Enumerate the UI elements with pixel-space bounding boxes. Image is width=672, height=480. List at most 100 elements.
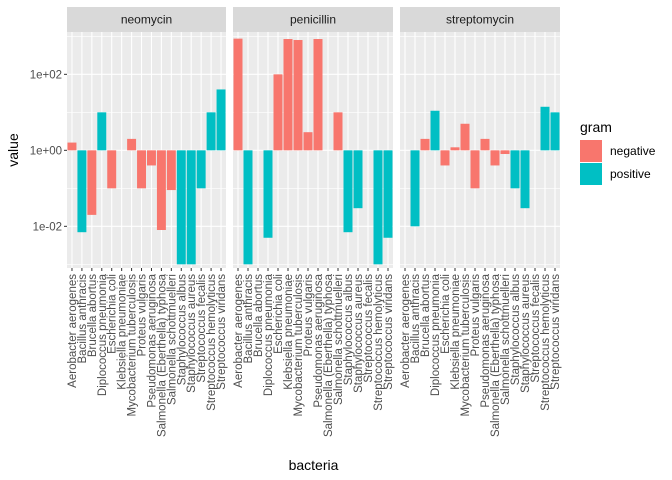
x-tick-label: Streptococcus fecalis: [196, 274, 208, 383]
bar-neomycin-2: [87, 150, 97, 215]
bar-neomycin-7: [137, 150, 147, 189]
bar-penicillin-6: [293, 40, 303, 151]
facet-strip-label: penicillin: [290, 13, 336, 27]
bar-penicillin-4: [273, 74, 283, 151]
bar-streptomycin-5: [450, 147, 460, 151]
x-tick-label: Streptococcus viridans: [383, 274, 395, 390]
x-tick-label: Streptococcus hemolyticus: [540, 274, 552, 411]
bar-penicillin-15: [383, 150, 393, 238]
bar-neomycin-4: [107, 150, 117, 189]
x-tick-label: Salmonella schottmuelleri: [500, 274, 512, 405]
legend-key-negative: [580, 140, 602, 162]
bar-penicillin-7: [303, 132, 313, 151]
x-tick-label: Salmonella schottmuelleri: [166, 274, 178, 405]
x-tick-label: Escherichia coli: [107, 274, 119, 354]
bar-neomycin-1: [77, 150, 87, 233]
x-tick-label: Diplococcus pneumonia: [263, 273, 275, 396]
bar-neomycin-8: [146, 150, 156, 166]
bar-penicillin-14: [373, 150, 383, 265]
x-tick-label: Salmonella (Eberthella) typhosa: [490, 273, 502, 437]
facet-strip-neomycin: [67, 7, 226, 32]
x-tick-label: Pseudomonas aeruginosa: [313, 273, 325, 407]
x-tick-label: Pseudomonas aeruginosa: [480, 273, 492, 407]
x-tick-label: Mycobacterium tuberculosis: [127, 274, 139, 417]
facet-strip-label: streptomycin: [446, 13, 514, 27]
bar-streptomycin-10: [500, 150, 510, 155]
bar-streptomycin-15: [550, 112, 560, 151]
bar-penicillin-3: [263, 150, 273, 238]
bar-penicillin-1: [243, 150, 253, 265]
bar-penicillin-12: [353, 150, 363, 209]
bar-streptomycin-7: [470, 150, 480, 189]
x-tick-label: Bacillus anthracis: [77, 274, 89, 364]
legend-label-positive: positive: [610, 167, 651, 181]
x-tick-label: Streptococcus fecalis: [530, 274, 542, 383]
y-tick-label: 1e+00: [30, 145, 62, 157]
bar-neomycin-13: [196, 150, 206, 189]
x-tick-label: Brucella abortus: [420, 274, 432, 357]
bar-penicillin-8: [313, 39, 323, 151]
bar-penicillin-5: [283, 39, 293, 151]
facet-strip-penicillin: [233, 7, 393, 32]
x-tick-label: Staphylococcus aureus: [353, 274, 365, 393]
bar-penicillin-11: [343, 150, 353, 233]
bar-neomycin-0: [67, 142, 77, 151]
x-tick-label: Klebsiella pneumoniae: [117, 274, 129, 390]
x-tick-label: Salmonella (Eberthella) typhosa: [156, 273, 168, 437]
x-tick-label: Aerobacter aerogenes: [233, 274, 245, 388]
y-tick-label: 1e-02: [33, 221, 62, 233]
x-tick-label: Brucella abortus: [87, 274, 99, 357]
x-tick-label: Salmonella schottmuelleri: [333, 274, 345, 405]
facet-strip-label: neomycin: [121, 13, 172, 27]
bar-neomycin-9: [156, 150, 166, 231]
x-tick-label: Proteus vulgaris: [137, 274, 149, 357]
x-tick-label: Brucella abortus: [253, 274, 265, 357]
x-axis-title: bacteria: [289, 457, 339, 473]
x-tick-label: Staphylococcus albus: [176, 274, 188, 385]
x-tick-label: Escherichia coli: [440, 274, 452, 354]
x-tick-label: Diplococcus pneumonia: [97, 273, 109, 396]
bar-streptomycin-9: [490, 150, 500, 166]
bar-neomycin-11: [176, 150, 186, 265]
legend-key-positive: [580, 163, 602, 185]
bar-streptomycin-8: [480, 138, 490, 151]
x-tick-label: Salmonella (Eberthella) typhosa: [323, 273, 335, 437]
bar-penicillin-0: [233, 38, 243, 151]
x-tick-label: Streptococcus hemolyticus: [206, 274, 218, 411]
bar-neomycin-3: [97, 112, 107, 151]
legend-label-negative: negative: [610, 144, 656, 158]
bar-neomycin-12: [186, 150, 196, 265]
bar-penicillin-10: [333, 112, 343, 151]
y-axis-title: value: [5, 133, 21, 167]
x-tick-label: Proteus vulgaris: [303, 274, 315, 357]
bar-streptomycin-11: [510, 150, 520, 189]
x-tick-label: Klebsiella pneumoniae: [283, 274, 295, 390]
x-tick-label: Escherichia coli: [273, 274, 285, 354]
x-tick-label: Streptococcus fecalis: [363, 274, 375, 383]
x-tick-label: Streptococcus viridans: [550, 274, 562, 390]
x-tick-label: Bacillus anthracis: [243, 274, 255, 364]
x-tick-label: Pseudomonas aeruginosa: [146, 273, 158, 407]
x-tick-label: Mycobacterium tuberculosis: [293, 274, 305, 417]
bar-streptomycin-6: [460, 123, 470, 151]
legend-title: gram: [580, 119, 612, 135]
x-tick-label: Streptococcus hemolyticus: [373, 274, 385, 411]
x-tick-label: Proteus vulgaris: [470, 274, 482, 357]
x-tick-label: Staphylococcus aureus: [520, 274, 532, 393]
bar-streptomycin-4: [440, 150, 450, 166]
x-tick-label: Aerobacter aerogenes: [400, 274, 412, 388]
bar-neomycin-10: [166, 150, 176, 191]
bar-streptomycin-12: [520, 150, 530, 209]
x-tick-label: Diplococcus pneumonia: [430, 273, 442, 396]
bar-streptomycin-1: [410, 150, 420, 227]
x-tick-label: Bacillus anthracis: [410, 274, 422, 364]
bar-streptomycin-2: [420, 138, 430, 151]
x-tick-label: Klebsiella pneumoniae: [450, 274, 462, 390]
bar-neomycin-15: [216, 89, 226, 151]
x-tick-label: Streptococcus viridans: [216, 274, 228, 390]
x-tick-label: Staphylococcus aureus: [186, 274, 198, 393]
bar-neomycin-6: [127, 138, 137, 151]
y-tick-label: 1e+02: [30, 69, 62, 81]
